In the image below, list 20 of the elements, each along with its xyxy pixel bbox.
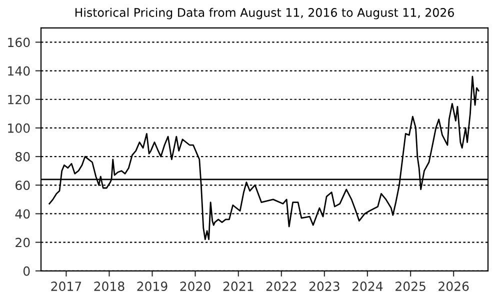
x-tick-label: 2026 xyxy=(438,282,469,291)
chart-title: Historical Pricing Data from August 11, 2016 to August 11, 2026 xyxy=(75,8,454,20)
y-tick-label: 100 xyxy=(8,123,30,133)
x-tick-label: 2019 xyxy=(137,282,168,291)
x-tick-label: 2024 xyxy=(352,282,383,291)
x-tick-label: 2020 xyxy=(180,282,210,291)
y-tick-label: 60 xyxy=(16,180,30,190)
x-tick-label: 2018 xyxy=(94,282,124,291)
y-tick-label: 0 xyxy=(23,266,30,276)
y-tick-label: 40 xyxy=(15,209,30,219)
x-tick-label: 2021 xyxy=(223,282,254,291)
y-tick-label: 160 xyxy=(8,38,30,48)
y-tick-label: 140 xyxy=(8,66,30,76)
x-tick-label: 2022 xyxy=(266,282,296,291)
x-tick-label: 2023 xyxy=(309,282,340,291)
x-tick-label: 2025 xyxy=(396,282,426,291)
y-tick-label: 20 xyxy=(16,238,30,248)
x-tick-label: 2017 xyxy=(51,282,82,291)
y-tick-label: 120 xyxy=(8,94,30,104)
y-tick-label: 80 xyxy=(16,152,30,162)
